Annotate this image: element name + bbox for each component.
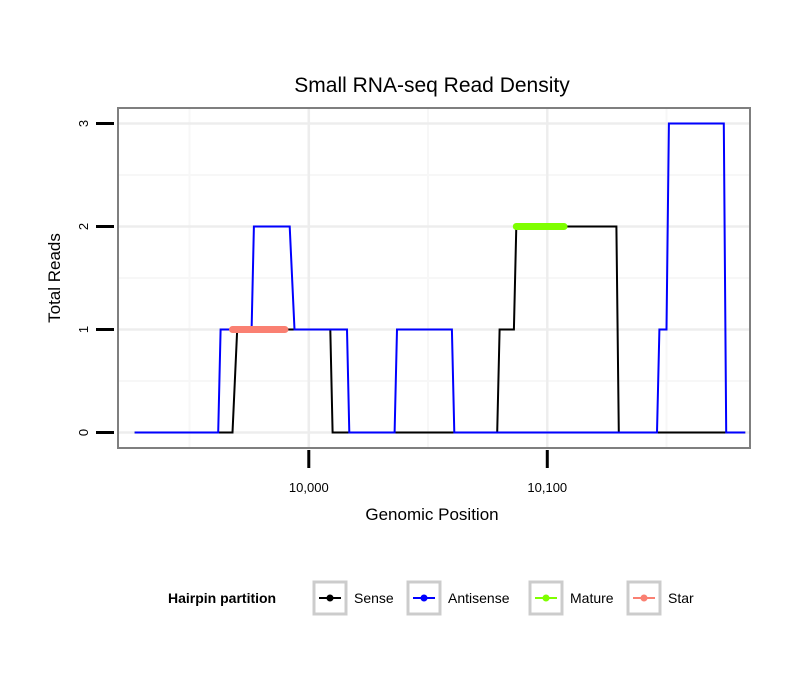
legend-label: Sense bbox=[354, 590, 394, 606]
y-tick-label: 3 bbox=[76, 120, 91, 127]
legend-item-mature: Mature bbox=[528, 580, 614, 616]
plot-panel-border bbox=[117, 107, 751, 449]
grid-lines bbox=[118, 108, 750, 448]
x-tick-label: 10,000 bbox=[289, 480, 329, 495]
chart-title: Small RNA-seq Read Density bbox=[294, 74, 570, 97]
legend-item-star: Star bbox=[626, 580, 694, 616]
y-axis-title: Total Reads bbox=[45, 233, 64, 323]
legend-label: Antisense bbox=[448, 590, 510, 606]
y-tick-label: 0 bbox=[76, 429, 91, 436]
axes: 0 1 2 3 10,000 10,100 bbox=[76, 120, 567, 495]
legend-key-dot bbox=[326, 594, 334, 602]
legend-item-sense: Sense bbox=[312, 580, 394, 616]
series-line-antisense bbox=[134, 122, 746, 434]
y-tick-label: 2 bbox=[76, 223, 91, 230]
legend-title: Hairpin partition bbox=[168, 590, 276, 606]
x-tick-label: 10,100 bbox=[527, 480, 567, 495]
legend-label: Mature bbox=[570, 590, 614, 606]
legend-item-antisense: Antisense bbox=[406, 580, 510, 616]
legend-label: Star bbox=[668, 590, 694, 606]
legend-key-dot bbox=[420, 594, 428, 602]
x-axis-title: Genomic Position bbox=[365, 505, 498, 524]
legend-key-dot bbox=[640, 594, 648, 602]
series-lines bbox=[134, 122, 746, 434]
legend: Hairpin partition Sense Antisense Mature St… bbox=[168, 580, 694, 616]
y-tick-label: 1 bbox=[76, 326, 91, 333]
legend-key-dot bbox=[542, 594, 550, 602]
